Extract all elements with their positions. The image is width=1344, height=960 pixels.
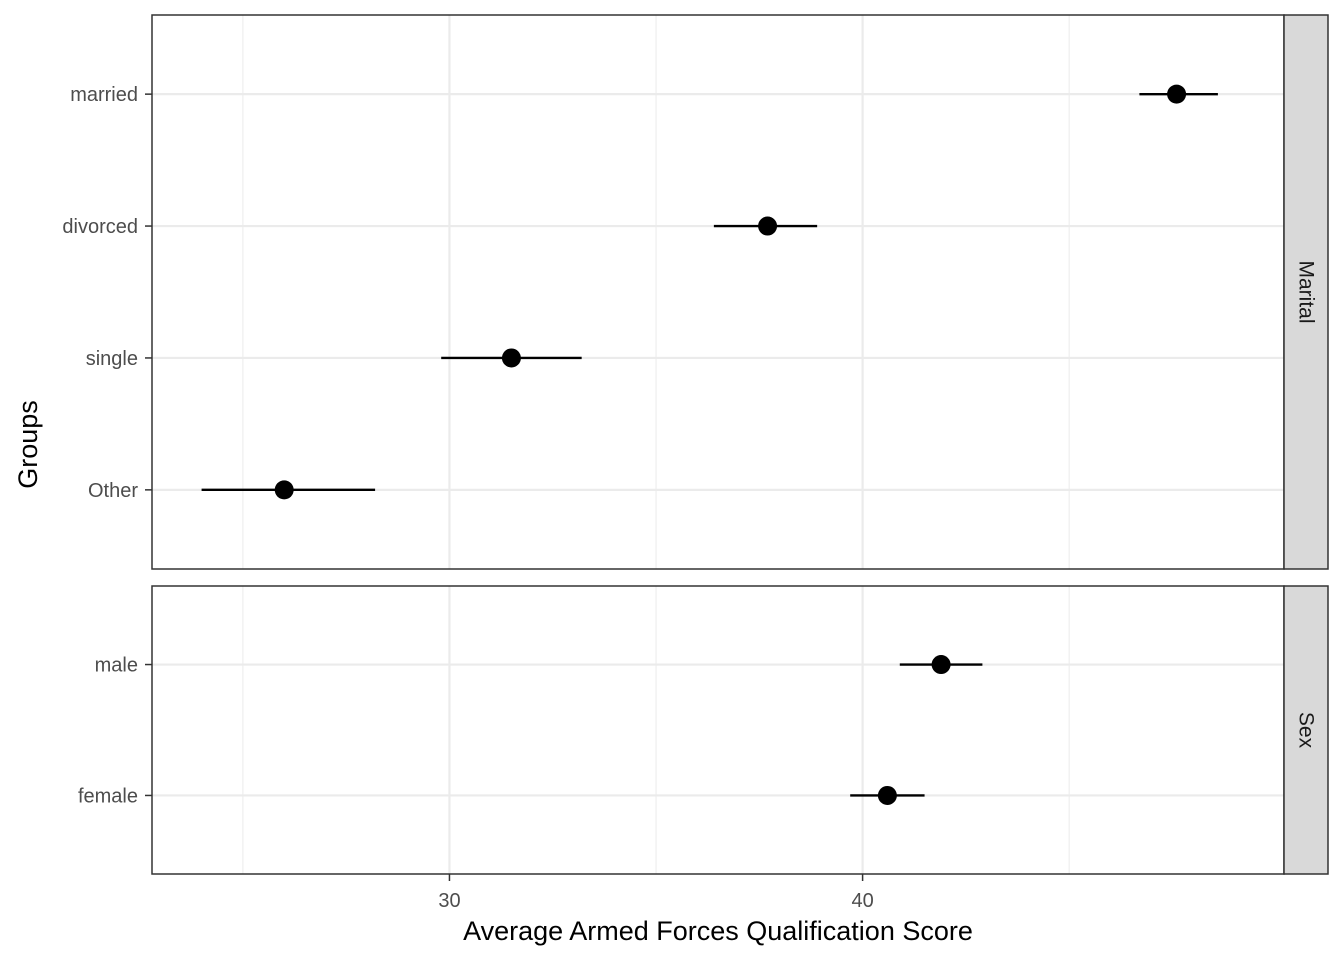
y-axis-title: Groups <box>13 400 43 489</box>
panel-background <box>152 586 1284 874</box>
facet-strip-label: Marital <box>1295 260 1318 323</box>
x-axis-title: Average Armed Forces Qualification Score <box>463 916 973 946</box>
y-tick-label: single <box>86 348 138 370</box>
y-tick-label: Other <box>88 480 138 502</box>
y-tick-label: divorced <box>62 216 138 238</box>
facet-strip <box>1283 585 1329 875</box>
x-tick-label: 30 <box>438 890 460 912</box>
y-tick-label: male <box>95 655 138 677</box>
data-point <box>931 655 951 675</box>
x-tick-label: 40 <box>851 890 873 912</box>
data-point <box>274 480 294 500</box>
data-point <box>1167 84 1187 104</box>
y-tick-label: female <box>78 785 138 807</box>
data-point <box>501 348 521 368</box>
y-tick-label: married <box>70 84 138 106</box>
facet-strip-label: Sex <box>1295 712 1318 749</box>
facet-strip <box>1283 14 1329 570</box>
data-point <box>758 216 778 236</box>
data-point <box>877 785 897 805</box>
panel-background <box>152 15 1284 569</box>
